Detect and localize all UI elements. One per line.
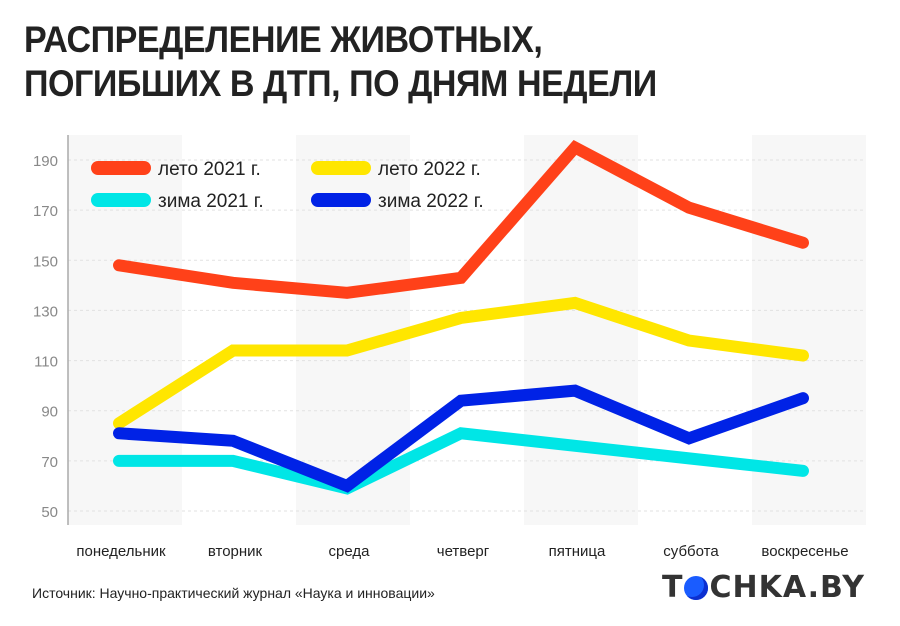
y-tick-label: 150 bbox=[33, 253, 58, 270]
x-tick-label: среда bbox=[329, 543, 371, 560]
logo: T CHKA.BY bbox=[662, 570, 865, 605]
y-tick-label: 130 bbox=[33, 303, 58, 320]
x-tick-label: вторник bbox=[208, 543, 263, 560]
y-tick-label: 110 bbox=[34, 354, 58, 371]
legend-label: лето 2021 г. bbox=[158, 159, 261, 180]
column-band bbox=[752, 135, 866, 525]
legend-label: лето 2022 г. bbox=[378, 159, 481, 180]
legend-label: зима 2022 г. bbox=[378, 191, 484, 212]
x-tick-label: понедельник bbox=[76, 543, 166, 560]
y-tick-label: 70 bbox=[41, 454, 58, 471]
y-tick-label: 190 bbox=[33, 153, 58, 170]
column-band bbox=[524, 135, 638, 525]
source-note: Источник: Научно-практический журнал «На… bbox=[32, 585, 435, 601]
title-line-1: РАСПРЕДЕЛЕНИЕ ЖИВОТНЫХ, bbox=[24, 19, 543, 60]
x-tick-label: пятница bbox=[549, 543, 606, 560]
legend-label: зима 2021 г. bbox=[158, 191, 264, 212]
x-tick-label: четверг bbox=[437, 543, 490, 560]
x-tick-label: воскресенье bbox=[761, 543, 848, 560]
y-tick-label: 50 bbox=[41, 504, 58, 521]
x-tick-label: суббота bbox=[663, 543, 719, 560]
y-tick-label: 90 bbox=[41, 404, 58, 421]
title-line-2: ПОГИБШИХ В ДТП, ПО ДНЯМ НЕДЕЛИ bbox=[24, 63, 657, 104]
logo-circle-icon bbox=[684, 576, 709, 600]
chart-title: РАСПРЕДЕЛЕНИЕ ЖИВОТНЫХ, ПОГИБШИХ В ДТП, … bbox=[24, 18, 657, 106]
y-tick-label: 170 bbox=[33, 203, 58, 220]
